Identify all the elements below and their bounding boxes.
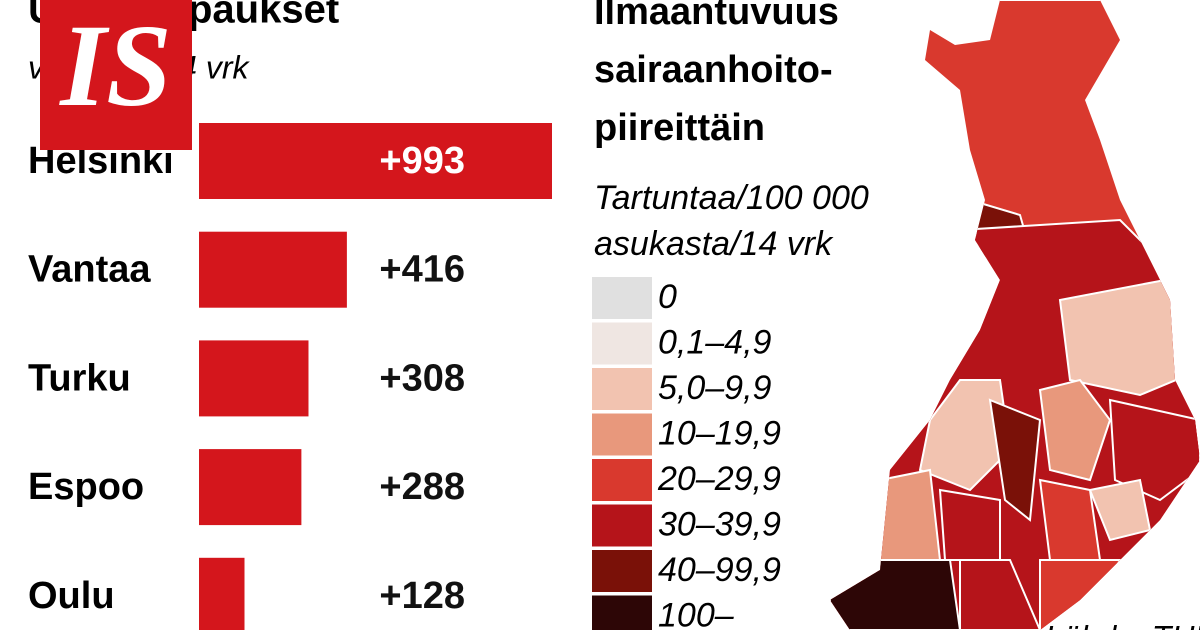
legend-label: 0,1–4,9 — [658, 323, 772, 361]
category-label: Vantaa — [28, 249, 151, 291]
logo: IS — [58, 0, 172, 131]
bar — [199, 449, 302, 526]
category-label: Espoo — [28, 466, 144, 508]
legend: 0 0,1–4,9 5,0–9,9 10–19,9 20–29,9 30–39,9 40–9… — [592, 277, 781, 630]
legend-label: 20–29,9 — [657, 460, 781, 498]
legend-label: 5,0–9,9 — [658, 369, 772, 407]
map-title: piireittäin — [594, 107, 765, 149]
legend-swatch — [592, 322, 652, 365]
category-label: Turku — [28, 357, 131, 399]
bar — [199, 231, 347, 308]
bar — [199, 123, 552, 199]
bar — [199, 340, 309, 417]
legend-label: 10–19,9 — [658, 414, 781, 452]
map — [830, 0, 1200, 630]
value-label: +308 — [379, 357, 465, 399]
value-label: +416 — [379, 249, 465, 291]
value-label: +128 — [379, 575, 465, 617]
legend-swatch — [592, 413, 652, 456]
legend-label: 40–99,9 — [658, 551, 781, 589]
legend-label: 0 — [658, 278, 677, 316]
value-label: +993 — [379, 140, 465, 182]
legend-swatch — [592, 550, 652, 592]
category-label: Oulu — [28, 575, 115, 617]
map-title: sairaanhoito- — [594, 49, 833, 91]
legend-swatch — [592, 504, 652, 547]
map-subtitle: asukasta/14 vrk — [594, 225, 834, 263]
legend-swatch — [592, 277, 652, 319]
legend-label: 30–39,9 — [658, 505, 781, 543]
legend-swatch — [592, 595, 652, 630]
source: Lähde: THL — [1045, 619, 1200, 630]
value-label: +288 — [379, 466, 465, 508]
legend-label: 100– — [658, 596, 735, 630]
logo-box — [40, 0, 192, 150]
legend-swatch — [592, 368, 652, 410]
legend-swatch — [592, 459, 652, 501]
map-title: Ilmaantuvuus — [594, 0, 839, 33]
bar — [199, 557, 245, 630]
map-subtitle: Tartuntaa/100 000 — [594, 179, 869, 217]
